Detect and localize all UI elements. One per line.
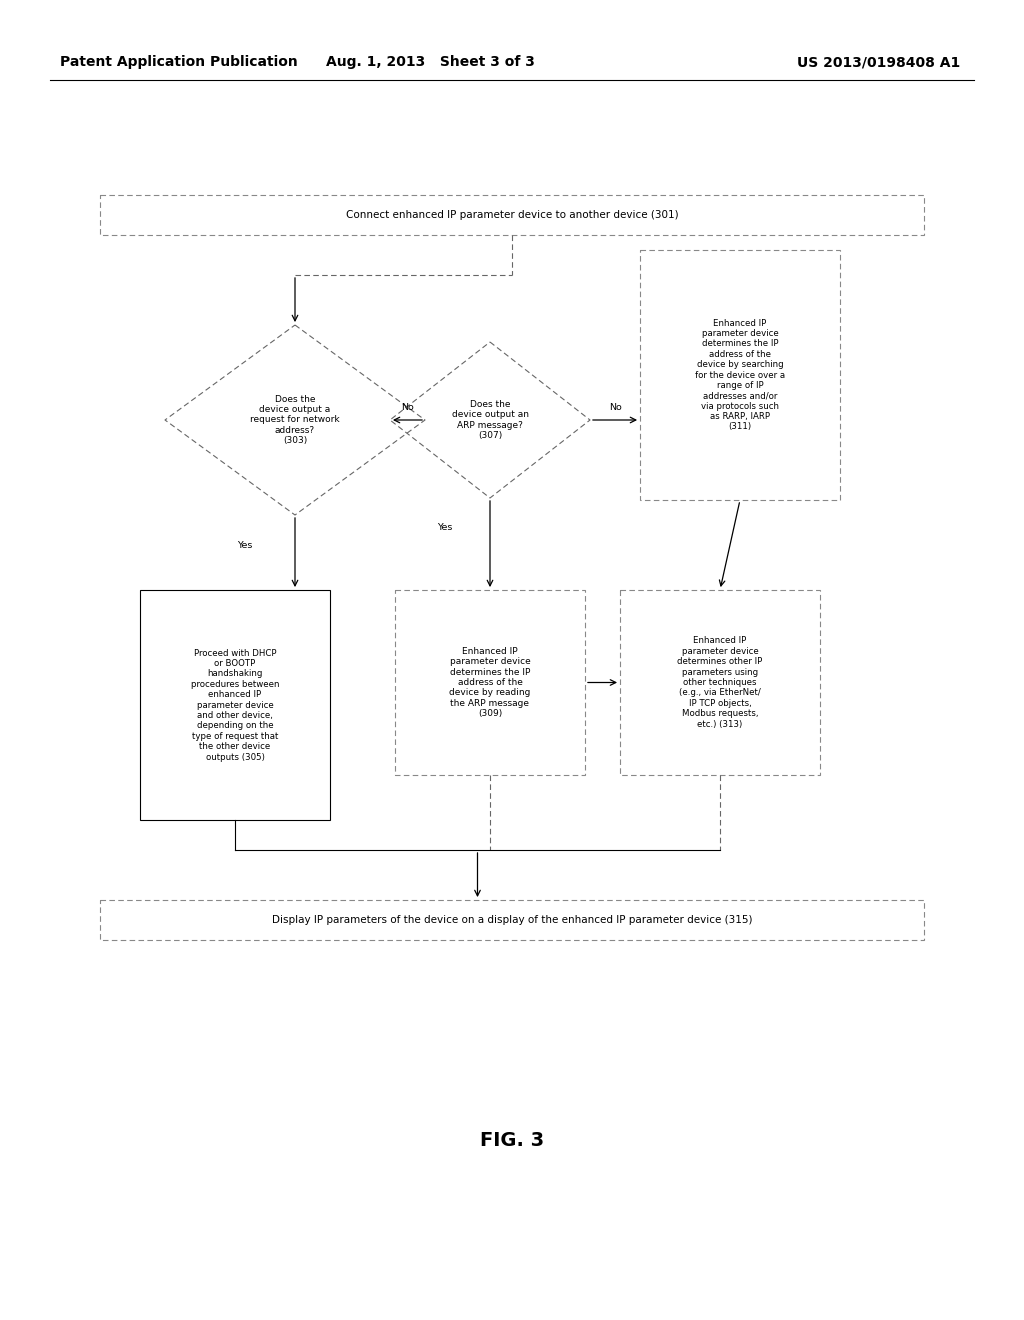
Text: Yes: Yes xyxy=(437,524,453,532)
Text: Patent Application Publication: Patent Application Publication xyxy=(60,55,298,69)
Text: Yes: Yes xyxy=(238,540,253,549)
Text: Does the
device output an
ARP message?
(307): Does the device output an ARP message? (… xyxy=(452,400,528,440)
Text: Enhanced IP
parameter device
determines the IP
address of the
device by searchin: Enhanced IP parameter device determines … xyxy=(695,318,785,432)
Text: FIG. 3: FIG. 3 xyxy=(480,1130,544,1150)
Text: Does the
device output a
request for network
address?
(303): Does the device output a request for net… xyxy=(250,395,340,445)
Bar xyxy=(100,900,924,940)
Text: Display IP parameters of the device on a display of the enhanced IP parameter de: Display IP parameters of the device on a… xyxy=(271,915,753,925)
Text: Proceed with DHCP
or BOOTP
handshaking
procedures between
enhanced IP
parameter : Proceed with DHCP or BOOTP handshaking p… xyxy=(190,648,280,762)
Text: Aug. 1, 2013   Sheet 3 of 3: Aug. 1, 2013 Sheet 3 of 3 xyxy=(326,55,535,69)
Bar xyxy=(140,590,330,820)
Bar xyxy=(620,590,820,775)
Bar xyxy=(640,249,840,500)
Bar xyxy=(395,590,585,775)
Bar xyxy=(100,195,924,235)
Text: No: No xyxy=(608,404,622,412)
Text: US 2013/0198408 A1: US 2013/0198408 A1 xyxy=(797,55,961,69)
Text: Connect enhanced IP parameter device to another device (301): Connect enhanced IP parameter device to … xyxy=(346,210,678,220)
Text: No: No xyxy=(401,404,414,412)
Text: Enhanced IP
parameter device
determines the IP
address of the
device by reading
: Enhanced IP parameter device determines … xyxy=(450,647,530,718)
Text: Enhanced IP
parameter device
determines other IP
parameters using
other techniqu: Enhanced IP parameter device determines … xyxy=(677,636,763,729)
